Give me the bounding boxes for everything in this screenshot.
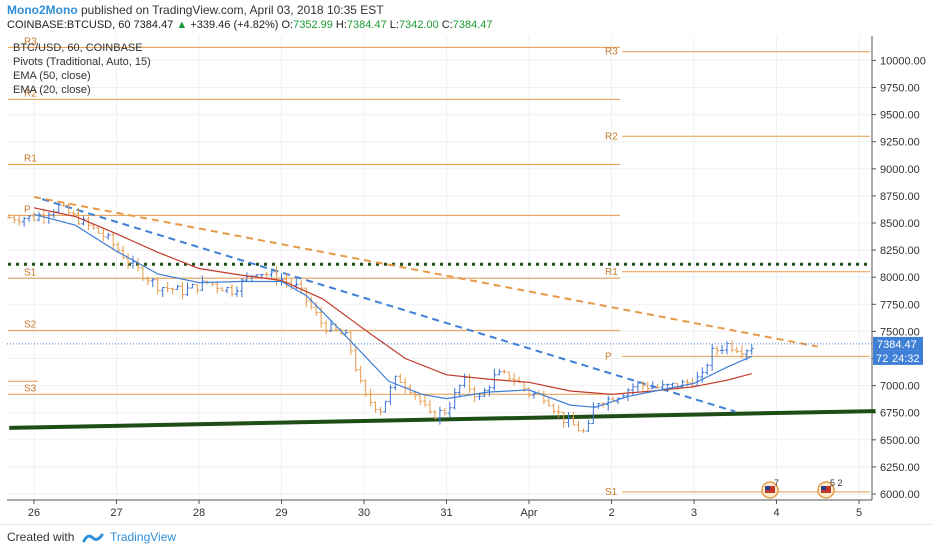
- x-tick-label: 4: [773, 507, 779, 519]
- y-tick-label: 8500.00: [880, 218, 920, 230]
- legend-ema50: EMA (50, close): [13, 70, 91, 82]
- y-tick-label: 10000.00: [880, 55, 926, 67]
- pivot-label-p: P: [24, 204, 31, 215]
- price-chart[interactable]: 6000.006250.006500.006750.007000.007250.…: [0, 36, 932, 524]
- author-link[interactable]: Mono2Mono: [7, 3, 78, 17]
- countdown-tag: [873, 350, 923, 365]
- flag-canton-icon: [765, 486, 770, 490]
- tradingview-logo-icon: [82, 533, 104, 543]
- x-tick-label: 27: [110, 507, 122, 519]
- open-label: O:: [281, 19, 294, 31]
- x-tick-label: 5: [856, 507, 862, 519]
- y-tick-label: 6750.00: [880, 408, 920, 420]
- ohlc-readout: COINBASE:BTCUSD, 60 7384.47 ▲ +339.46 (+…: [7, 19, 493, 31]
- high-value: 7384.47: [346, 19, 387, 31]
- pivot-label-r2: R2: [24, 88, 37, 99]
- pivot-label-s3: S3: [24, 383, 37, 394]
- pivot-label2-r3: R3: [605, 47, 618, 58]
- x-tick-label: 30: [358, 507, 370, 519]
- pivot-label2-r1: R1: [605, 267, 618, 278]
- y-tick-label: 9500.00: [880, 110, 920, 122]
- publish-info: Mono2Mono published on TradingView.com, …: [7, 3, 384, 17]
- up-arrow-icon: ▲: [176, 19, 188, 31]
- x-tick-label: 26: [28, 507, 40, 519]
- pivot-label2-p: P: [605, 351, 612, 362]
- x-tick-label: 2: [608, 507, 614, 519]
- created-with-label: Created with: [7, 530, 75, 544]
- close-label: C:: [441, 19, 453, 31]
- pivot-label-r1: R1: [24, 153, 37, 164]
- y-tick-label: 7500.00: [880, 326, 920, 338]
- y-tick-label: 9750.00: [880, 83, 920, 95]
- pivot-label2-s1: S1: [605, 487, 618, 498]
- y-tick-label: 6500.00: [880, 435, 920, 447]
- x-tick-label: 3: [691, 507, 697, 519]
- trendline-orange-down[interactable]: [33, 196, 818, 348]
- trendline-support[interactable]: [9, 409, 876, 430]
- pivot-label-s2: S2: [24, 319, 37, 330]
- last-price-tag: [873, 336, 923, 351]
- ema20-line: [33, 213, 752, 408]
- trendline-blue-down[interactable]: [41, 198, 736, 413]
- low-value: 7342.00: [398, 19, 439, 31]
- publish-date: published on TradingView.com, April 03, …: [81, 3, 384, 17]
- y-tick-label: 9250.00: [880, 137, 920, 149]
- y-tick-label: 9000.00: [880, 164, 920, 176]
- event-count: 7: [774, 478, 779, 488]
- symbol-label: COINBASE:BTCUSD, 60: [7, 19, 131, 31]
- indicator-legend: BTC/USD, 60, COINBASE Pivots (Traditiona…: [13, 41, 151, 97]
- y-tick-label: 6000.00: [880, 489, 920, 501]
- y-tick-label: 8250.00: [880, 245, 920, 257]
- price-tag-secondary-text: 72: [876, 353, 888, 365]
- legend-series: BTC/USD, 60, COINBASE: [13, 42, 143, 54]
- ema50-line: [33, 207, 752, 395]
- y-tick-label: 7000.00: [880, 381, 920, 393]
- open-value: 7352.99: [293, 19, 333, 31]
- y-tick-label: 8750.00: [880, 191, 920, 203]
- y-tick-label: 6250.00: [880, 462, 920, 474]
- pivot-label-s1: S1: [24, 267, 37, 278]
- legend-ema20: EMA (20, close): [13, 84, 91, 96]
- x-tick-label: 31: [440, 507, 452, 519]
- footer: Created with TradingView: [0, 524, 932, 551]
- chart-area[interactable]: 6000.006250.006500.006750.007000.007250.…: [0, 36, 932, 524]
- y-tick-label: 7750.00: [880, 299, 920, 311]
- last-price-tag-text: 7384.47: [877, 339, 917, 351]
- chart-header: Mono2Mono published on TradingView.com, …: [0, 0, 932, 36]
- pivot-label2-r2: R2: [605, 131, 618, 142]
- countdown-text: 24:32: [892, 353, 920, 365]
- x-tick-label: 29: [275, 507, 287, 519]
- pivot-label-r3: R3: [24, 36, 37, 47]
- legend-pivots: Pivots (Traditional, Auto, 15): [13, 56, 151, 68]
- x-tick-label: 28: [193, 507, 205, 519]
- y-tick-label: 8000.00: [880, 272, 920, 284]
- event-count: 5 2: [830, 478, 843, 488]
- x-tick-label: Apr: [520, 507, 537, 519]
- tradingview-brand[interactable]: TradingView: [110, 530, 177, 544]
- price-change: +339.46 (+4.82%): [190, 19, 279, 31]
- low-label: L:: [389, 19, 399, 31]
- last-price: 7384.47: [133, 19, 174, 31]
- high-label: H:: [335, 19, 347, 31]
- close-value: 7384.47: [452, 19, 493, 31]
- flag-canton-icon: [821, 486, 826, 490]
